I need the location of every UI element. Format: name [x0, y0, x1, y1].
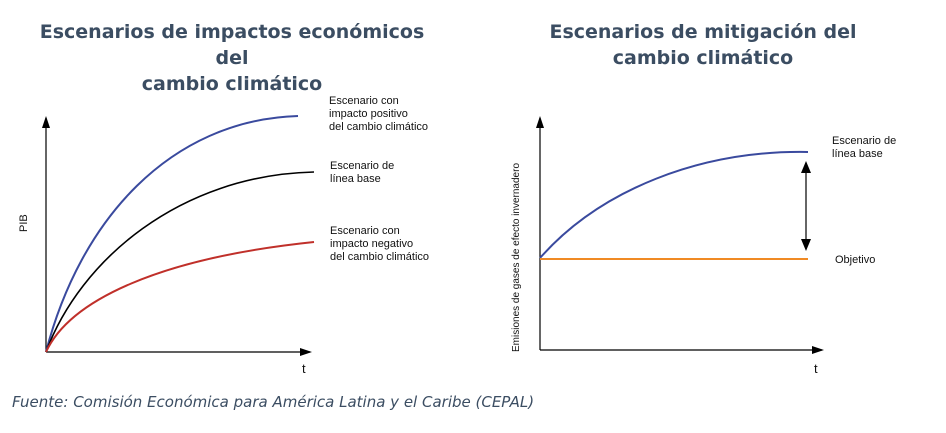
curve-emissions-baseline [539, 150, 809, 259]
right-y-axis-label: Emisiones de gases de efecto invernadero [511, 162, 522, 352]
left-y-arrow [42, 116, 50, 128]
left-y-axis-label: PIB [18, 214, 30, 232]
label-baseline: Escenario de línea base [330, 160, 394, 186]
right-title-line1: Escenarios de mitigación del [549, 21, 857, 43]
curve-negative-impact [45, 241, 315, 353]
curve-baseline [45, 171, 315, 353]
label-negative-impact: Escenario con impacto negativo del cambi… [330, 225, 429, 264]
gap-arrow-top [801, 161, 811, 173]
left-x-axis-label: t [302, 361, 306, 376]
label-baseline-line1: Escenario de [330, 160, 395, 172]
label-negative-line1: Escenario con [330, 225, 400, 237]
label-emissions-baseline-line2: línea base [832, 148, 883, 160]
left-x-arrow [300, 348, 312, 356]
left-title-line2: cambio climático [141, 73, 323, 95]
label-emissions-baseline-line1: Escenario de [832, 135, 897, 147]
label-positive-line2: impacto positivo [329, 108, 408, 120]
right-x-axis-label: t [814, 361, 818, 376]
right-x-arrow [812, 346, 824, 354]
label-negative-line2: impacto negativo [330, 238, 414, 250]
label-positive-line1: Escenario con [329, 95, 399, 107]
label-positive-impact: Escenario con impacto positivo del cambi… [329, 95, 428, 134]
label-negative-line3: del cambio climático [330, 251, 430, 263]
label-emissions-baseline: Escenario de línea base [832, 135, 896, 161]
right-panel-title: Escenarios de mitigación del cambio clim… [548, 19, 858, 71]
gap-arrow-bottom [801, 239, 811, 251]
left-panel-title: Escenarios de impactos económicos del ca… [22, 19, 442, 97]
label-target: Objetivo [835, 254, 876, 266]
left-title-line1: Escenarios de impactos económicos del [39, 21, 425, 69]
curve-positive-impact [45, 115, 299, 353]
source-caption: Fuente: Comisión Económica para América … [12, 393, 535, 411]
right-y-arrow [536, 116, 544, 128]
label-positive-line3: del cambio climático [329, 121, 429, 133]
label-baseline-line2: línea base [330, 173, 381, 185]
right-title-line2: cambio climático [612, 47, 794, 69]
